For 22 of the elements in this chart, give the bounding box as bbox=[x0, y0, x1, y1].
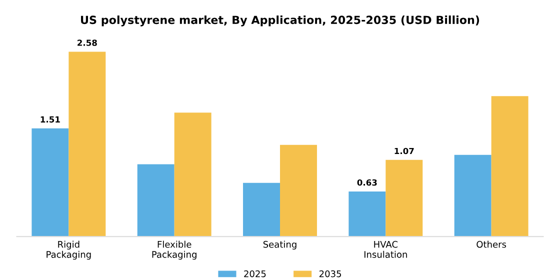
bar bbox=[491, 96, 528, 237]
legend-label: 2035 bbox=[319, 270, 342, 278]
chart-title: US polystyrene market, By Application, 2025-2035 (USD Billion) bbox=[81, 15, 480, 26]
bar bbox=[280, 144, 317, 237]
x-tick-label: Others bbox=[476, 240, 506, 248]
x-tick-label: Seating bbox=[263, 240, 296, 250]
data-label: 1.51 bbox=[40, 116, 60, 123]
bar bbox=[243, 182, 280, 237]
bar bbox=[348, 191, 386, 237]
data-label: 0.63 bbox=[357, 179, 377, 186]
bar bbox=[32, 128, 69, 237]
bar bbox=[386, 160, 423, 237]
bar bbox=[137, 164, 174, 237]
bar bbox=[454, 154, 492, 237]
x-tick-label: Flexible Packaging bbox=[152, 240, 196, 260]
bar bbox=[68, 52, 106, 237]
bar bbox=[174, 112, 212, 237]
x-tick-label: HVAC Insulation bbox=[364, 240, 407, 258]
x-tick-label: Rigid Packaging bbox=[46, 240, 91, 260]
data-label: 1.07 bbox=[394, 148, 414, 154]
legend-label: 2025 bbox=[244, 270, 266, 278]
data-label: 2.58 bbox=[78, 40, 97, 46]
